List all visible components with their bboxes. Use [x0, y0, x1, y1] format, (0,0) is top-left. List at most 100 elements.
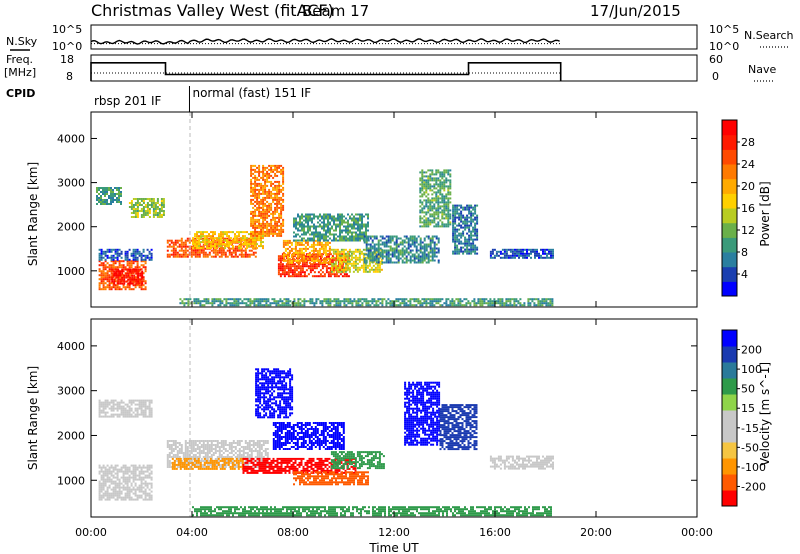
velocity-cell [146, 482, 149, 485]
velocity-cell [126, 490, 129, 493]
power-cell [278, 170, 281, 173]
power-cell [285, 300, 288, 303]
velocity-cell [128, 413, 131, 416]
power-cell [449, 201, 452, 204]
velocity-cell [144, 488, 147, 491]
power-cell [474, 250, 477, 253]
power-cell [409, 249, 412, 252]
power-cell [325, 223, 327, 226]
power-cell [391, 249, 394, 252]
power-cell [451, 300, 454, 303]
power-cell [141, 276, 144, 279]
power-cell [218, 239, 220, 242]
power-cell [264, 180, 267, 183]
power-cell [437, 211, 440, 214]
power-cell [407, 259, 410, 262]
velocity-cell [148, 494, 151, 497]
power-cell [522, 248, 524, 251]
power-cell [112, 264, 115, 267]
power-cell [476, 220, 479, 223]
power-cell [118, 264, 121, 267]
power-cell [336, 248, 339, 251]
power-cell [250, 216, 253, 219]
power-cell [132, 208, 135, 210]
power-cell [298, 243, 301, 246]
power-cell [282, 220, 285, 223]
power-cell [464, 208, 467, 211]
power-cell [262, 206, 265, 209]
power-cell [537, 302, 540, 305]
power-cell [303, 302, 306, 305]
power-cell [328, 259, 331, 262]
velocity-cell [102, 411, 105, 414]
power-cell [259, 304, 262, 307]
power-cell [429, 255, 432, 258]
power-cell [338, 262, 341, 265]
power-cell [254, 168, 257, 171]
velocity-cell [138, 399, 141, 402]
power-cell [217, 304, 220, 307]
power-cell [250, 198, 253, 201]
velocity-cell [128, 474, 131, 477]
power-cell [552, 254, 554, 257]
power-cell [369, 235, 372, 238]
power-cell [269, 302, 272, 305]
power-cell [310, 245, 313, 248]
power-cell [462, 252, 465, 255]
power-cell [350, 264, 353, 267]
power-cell [102, 193, 104, 195]
power-cell [210, 237, 212, 240]
power-cell [233, 298, 236, 301]
power-cell [421, 304, 424, 307]
power-cell [116, 199, 118, 201]
power-cell [427, 221, 430, 224]
velocity-cell [100, 411, 103, 414]
power-cell [342, 266, 345, 269]
power-cell [371, 251, 374, 254]
power-cell [244, 235, 246, 238]
power-cell [236, 235, 238, 238]
date-label: 17/Jun/2015 [590, 2, 681, 20]
power-cell [427, 245, 430, 248]
power-cell [309, 219, 311, 222]
power-cell [315, 231, 317, 234]
power-cell [300, 249, 303, 252]
power-cell [358, 248, 361, 251]
power-cell [193, 302, 196, 305]
power-cell [282, 168, 285, 171]
power-cell [349, 223, 351, 226]
power-cell [503, 256, 506, 259]
power-cell [523, 304, 526, 307]
power-cell [294, 245, 297, 248]
power-cell [272, 212, 275, 215]
power-cell [365, 233, 367, 236]
power-cell [551, 298, 554, 301]
power-panel-bg [91, 112, 697, 307]
power-cell [296, 257, 299, 260]
power-cell [257, 304, 260, 307]
power-cell [353, 221, 355, 224]
power-cell [417, 249, 420, 252]
velocity-cell [98, 498, 101, 501]
power-cell [425, 255, 428, 258]
power-cell [307, 219, 309, 222]
power-cell [433, 219, 436, 222]
power-cell [206, 235, 208, 238]
velocity-cell [170, 444, 173, 446]
power-cell [146, 248, 149, 251]
power-cell [431, 241, 434, 244]
power-cell [266, 208, 269, 211]
power-cell [265, 300, 268, 303]
velocity-cell [144, 496, 147, 499]
velocity-cell [150, 415, 153, 418]
power-cell [347, 231, 349, 234]
power-cell [289, 263, 292, 266]
power-cell [449, 173, 452, 176]
power-cell [160, 208, 163, 210]
power-cell [367, 304, 370, 307]
power-cell [266, 200, 269, 203]
power-cell [308, 255, 311, 258]
power-cell [445, 197, 448, 200]
velocity-cell [130, 399, 133, 402]
power-cell [342, 252, 345, 255]
